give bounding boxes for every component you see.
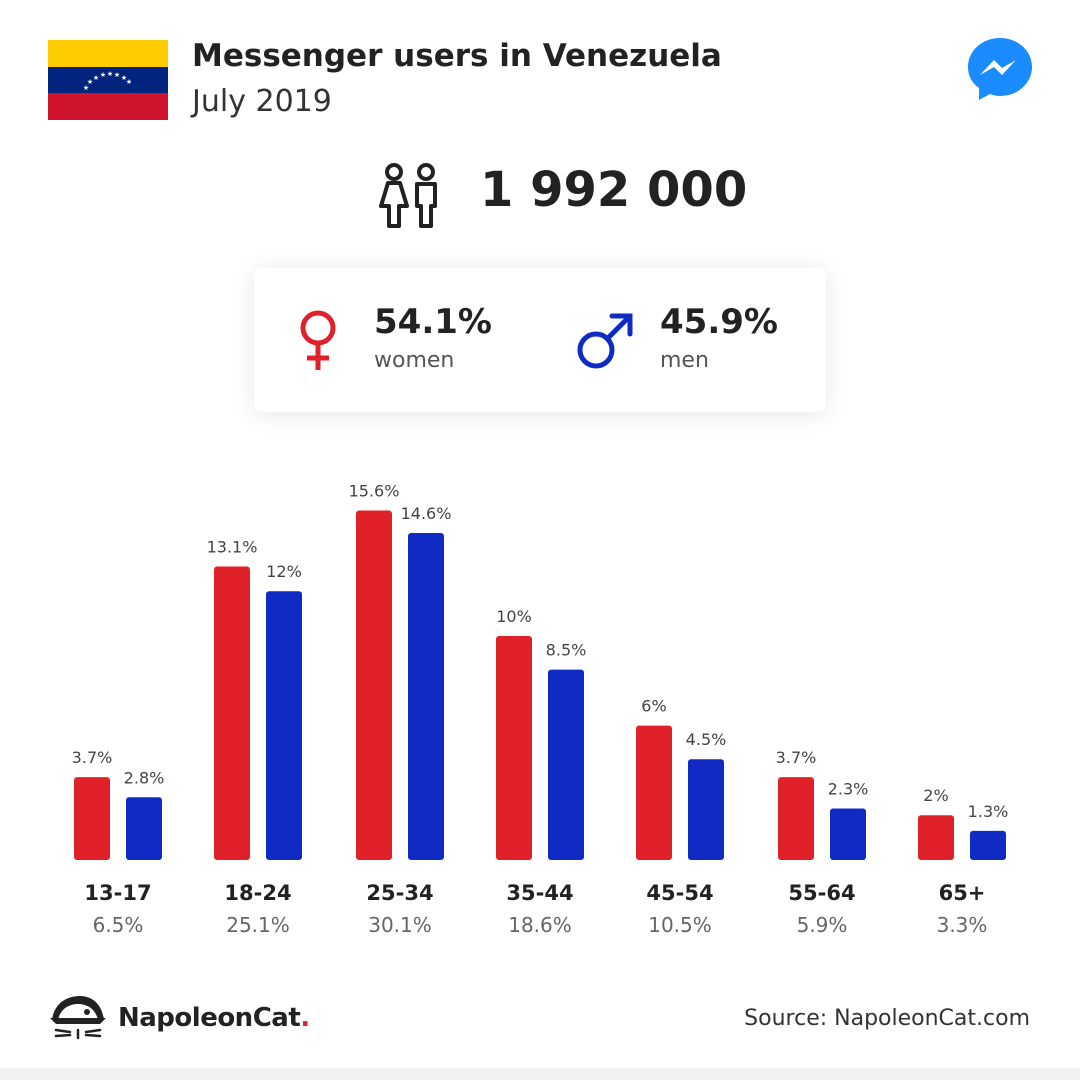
men-bar-13-17: [126, 797, 162, 860]
women-label: women: [374, 348, 455, 373]
svg-text:★: ★: [126, 78, 132, 86]
people-icon: [379, 163, 437, 228]
men-bar-65+: [970, 830, 1006, 860]
svg-text:★: ★: [93, 74, 99, 82]
men-bar-label-18-24: 12%: [266, 562, 302, 581]
svg-text:★: ★: [87, 78, 93, 86]
svg-text:★: ★: [83, 84, 89, 92]
age-group-total-35-44: 18.6%: [508, 913, 572, 937]
total-users: 1 992 000: [480, 162, 748, 218]
brand-dot: .: [300, 1003, 310, 1033]
women-bar-label-35-44: 10%: [496, 607, 532, 626]
age-group-total-25-34: 30.1%: [368, 913, 432, 937]
footer-band: [0, 1068, 1080, 1080]
age-group-label-45-54: 45-54: [646, 881, 713, 905]
age-group-label-18-24: 18-24: [224, 881, 291, 905]
age-group-total-55-64: 5.9%: [797, 913, 848, 937]
gender-card: 54.1% women 45.9% men: [254, 268, 826, 412]
women-bar-55-64: [778, 777, 814, 860]
source-text: Source: NapoleonCat.com: [744, 1006, 1030, 1031]
svg-text:★: ★: [114, 71, 120, 79]
women-bar-label-45-54: 6%: [641, 697, 666, 716]
age-group-total-13-17: 6.5%: [93, 913, 144, 937]
women-bar-label-55-64: 3.7%: [776, 748, 817, 767]
page-title: Messenger users in Venezuela: [192, 38, 722, 74]
age-group-total-45-54: 10.5%: [648, 913, 712, 937]
women-bar-label-65+: 2%: [923, 786, 948, 805]
men-bar-45-54: [688, 759, 724, 860]
women-bar-25-34: [356, 510, 392, 860]
messenger-icon: [968, 38, 1032, 100]
men-bar-label-55-64: 2.3%: [828, 779, 869, 798]
age-group-label-65+: 65+: [939, 881, 986, 905]
women-bar-label-25-34: 15.6%: [349, 482, 400, 501]
men-bar-label-65+: 1.3%: [968, 802, 1009, 821]
women-bar-label-18-24: 13.1%: [207, 538, 258, 557]
page-subtitle: July 2019: [192, 84, 332, 119]
age-group-label-55-64: 55-64: [788, 881, 855, 905]
brand-text: NapoleonCat: [118, 1003, 301, 1033]
venezuela-flag-icon: ★★ ★ ★ ★ ★ ★★: [48, 40, 168, 120]
women-bar-label-13-17: 3.7%: [72, 748, 113, 767]
brand-name: NapoleonCat.: [118, 1003, 310, 1033]
svg-text:★: ★: [121, 74, 127, 82]
women-bar-65+: [918, 815, 954, 860]
men-bar-18-24: [266, 591, 302, 860]
men-bar-55-64: [830, 808, 866, 860]
men-bar-25-34: [408, 532, 444, 860]
age-group-label-13-17: 13-17: [84, 881, 151, 905]
age-group-total-65+: 3.3%: [937, 913, 988, 937]
female-symbol-icon: [300, 310, 336, 370]
women-bar-35-44: [496, 636, 532, 860]
women-percentage: 54.1%: [374, 302, 492, 342]
male-symbol-icon: [577, 313, 633, 369]
age-gender-bar-chart: 3.7% 2.8% 13-17 6.5% 13.1% 12% 18-24 25.1% 15.6%…: [72, 482, 1009, 937]
napoleoncat-logo-icon: [50, 996, 106, 1040]
age-group-label-25-34: 25-34: [366, 881, 433, 905]
men-bar-label-45-54: 4.5%: [686, 730, 727, 749]
svg-text:★: ★: [100, 71, 106, 79]
men-bar-label-35-44: 8.5%: [546, 641, 587, 660]
men-bar-label-13-17: 2.8%: [124, 768, 165, 787]
men-percentage: 45.9%: [660, 302, 778, 342]
men-bar-label-25-34: 14.6%: [401, 504, 452, 523]
svg-text:★: ★: [107, 70, 113, 78]
age-group-label-35-44: 35-44: [506, 881, 573, 905]
men-label: men: [660, 348, 709, 373]
women-bar-18-24: [214, 566, 250, 860]
women-bar-45-54: [636, 725, 672, 860]
age-group-total-18-24: 25.1%: [226, 913, 290, 937]
men-bar-35-44: [548, 669, 584, 860]
women-bar-13-17: [74, 777, 110, 860]
